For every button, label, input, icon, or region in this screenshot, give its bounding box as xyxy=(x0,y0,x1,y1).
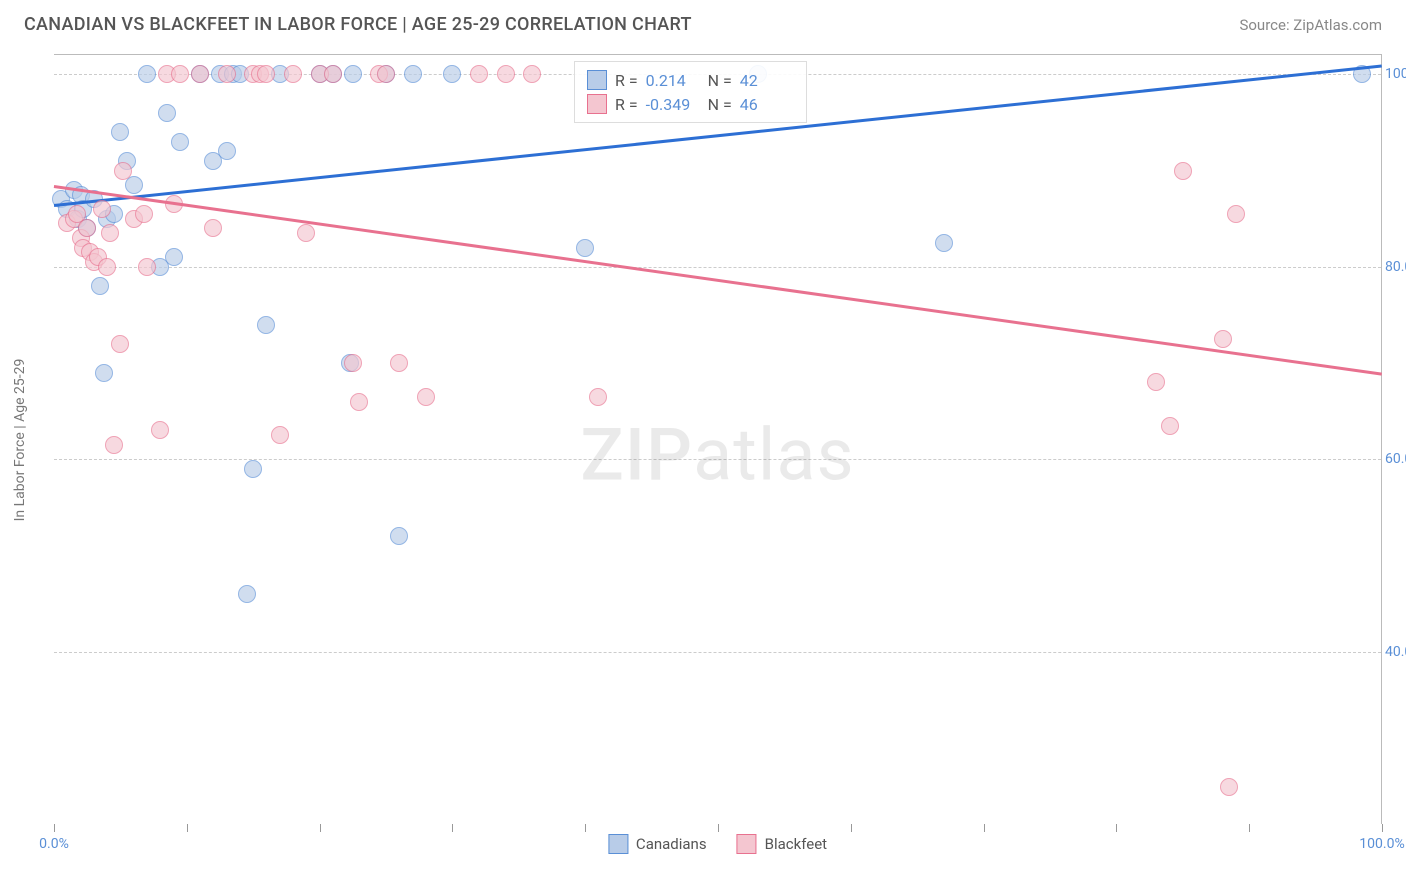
data-point xyxy=(125,176,143,194)
data-point xyxy=(111,123,129,141)
data-point xyxy=(1227,205,1245,223)
chart-header: CANADIAN VS BLACKFEET IN LABOR FORCE | A… xyxy=(0,0,1406,45)
data-point xyxy=(404,65,422,83)
data-point xyxy=(497,65,515,83)
data-point xyxy=(91,277,109,295)
x-tick-label: 100.0% xyxy=(1359,836,1404,852)
data-point xyxy=(135,205,153,223)
data-point xyxy=(390,527,408,545)
stats-legend-box: R = 0.214 N = 42 R = -0.349 N = 46 xyxy=(574,61,807,123)
data-point xyxy=(98,258,116,276)
data-point xyxy=(344,354,362,372)
data-point xyxy=(171,133,189,151)
x-tick xyxy=(1116,824,1117,832)
x-tick xyxy=(452,824,453,832)
data-point xyxy=(935,234,953,252)
stat-n-value: 46 xyxy=(740,95,794,114)
x-tick xyxy=(984,824,985,832)
chart-plot-area: In Labor Force | Age 25-29 40.0%60.0%80.… xyxy=(54,54,1382,824)
data-point xyxy=(138,65,156,83)
data-point xyxy=(350,393,368,411)
y-tick-label: 100.0% xyxy=(1385,66,1406,82)
stats-row: R = -0.349 N = 46 xyxy=(587,92,794,116)
data-point xyxy=(271,426,289,444)
legend-swatch xyxy=(608,834,628,854)
data-point xyxy=(244,460,262,478)
data-point xyxy=(218,142,236,160)
data-point xyxy=(297,224,315,242)
stats-row: R = 0.214 N = 42 xyxy=(587,68,794,92)
data-point xyxy=(105,436,123,454)
data-point xyxy=(257,65,275,83)
stat-r-label: R = xyxy=(615,95,638,114)
data-point xyxy=(523,65,541,83)
x-tick xyxy=(851,824,852,832)
data-point xyxy=(284,65,302,83)
data-point xyxy=(324,65,342,83)
data-point xyxy=(138,258,156,276)
bottom-legend: Canadians Blackfeet xyxy=(608,834,827,854)
legend-label: Canadians xyxy=(636,835,707,853)
data-point xyxy=(165,248,183,266)
data-point xyxy=(114,162,132,180)
data-point xyxy=(171,65,189,83)
data-point xyxy=(158,104,176,122)
data-point xyxy=(377,65,395,83)
data-point xyxy=(111,335,129,353)
x-tick xyxy=(585,824,586,832)
data-point xyxy=(1161,417,1179,435)
legend-item: Blackfeet xyxy=(737,834,827,854)
legend-swatch xyxy=(737,834,757,854)
data-point xyxy=(78,219,96,237)
trend-line xyxy=(54,185,1382,375)
x-tick xyxy=(187,824,188,832)
stat-n-label: N = xyxy=(708,71,732,90)
data-point xyxy=(93,200,111,218)
data-point xyxy=(344,65,362,83)
gridline xyxy=(54,652,1381,653)
data-point xyxy=(390,354,408,372)
x-tick xyxy=(320,824,321,832)
data-point xyxy=(470,65,488,83)
x-tick xyxy=(718,824,719,832)
y-tick-label: 40.0% xyxy=(1385,644,1406,660)
chart-source: Source: ZipAtlas.com xyxy=(1239,16,1382,34)
data-point xyxy=(204,219,222,237)
series-swatch xyxy=(587,94,607,114)
stat-r-value: -0.349 xyxy=(646,95,700,114)
stat-r-label: R = xyxy=(615,71,638,90)
data-point xyxy=(1220,778,1238,796)
y-tick-label: 80.0% xyxy=(1385,259,1406,275)
series-swatch xyxy=(587,70,607,90)
data-point xyxy=(257,316,275,334)
data-point xyxy=(589,388,607,406)
data-point xyxy=(1174,162,1192,180)
x-tick xyxy=(1249,824,1250,832)
scatter-plot: 40.0%60.0%80.0%100.0%0.0%100.0% xyxy=(54,55,1381,824)
stat-n-label: N = xyxy=(708,95,732,114)
y-axis-title: In Labor Force | Age 25-29 xyxy=(12,358,28,521)
stat-r-value: 0.214 xyxy=(646,71,700,90)
x-tick xyxy=(54,824,55,832)
x-tick xyxy=(1382,824,1383,832)
data-point xyxy=(191,65,209,83)
chart-title: CANADIAN VS BLACKFEET IN LABOR FORCE | A… xyxy=(24,14,692,35)
data-point xyxy=(576,239,594,257)
legend-item: Canadians xyxy=(608,834,707,854)
data-point xyxy=(101,224,119,242)
stat-n-value: 42 xyxy=(740,71,794,90)
data-point xyxy=(238,585,256,603)
data-point xyxy=(95,364,113,382)
data-point xyxy=(218,65,236,83)
data-point xyxy=(1214,330,1232,348)
y-tick-label: 60.0% xyxy=(1385,451,1406,467)
x-tick-label: 0.0% xyxy=(39,836,69,852)
data-point xyxy=(1147,373,1165,391)
data-point xyxy=(151,421,169,439)
data-point xyxy=(443,65,461,83)
legend-label: Blackfeet xyxy=(765,835,827,853)
gridline xyxy=(54,267,1381,268)
data-point xyxy=(417,388,435,406)
